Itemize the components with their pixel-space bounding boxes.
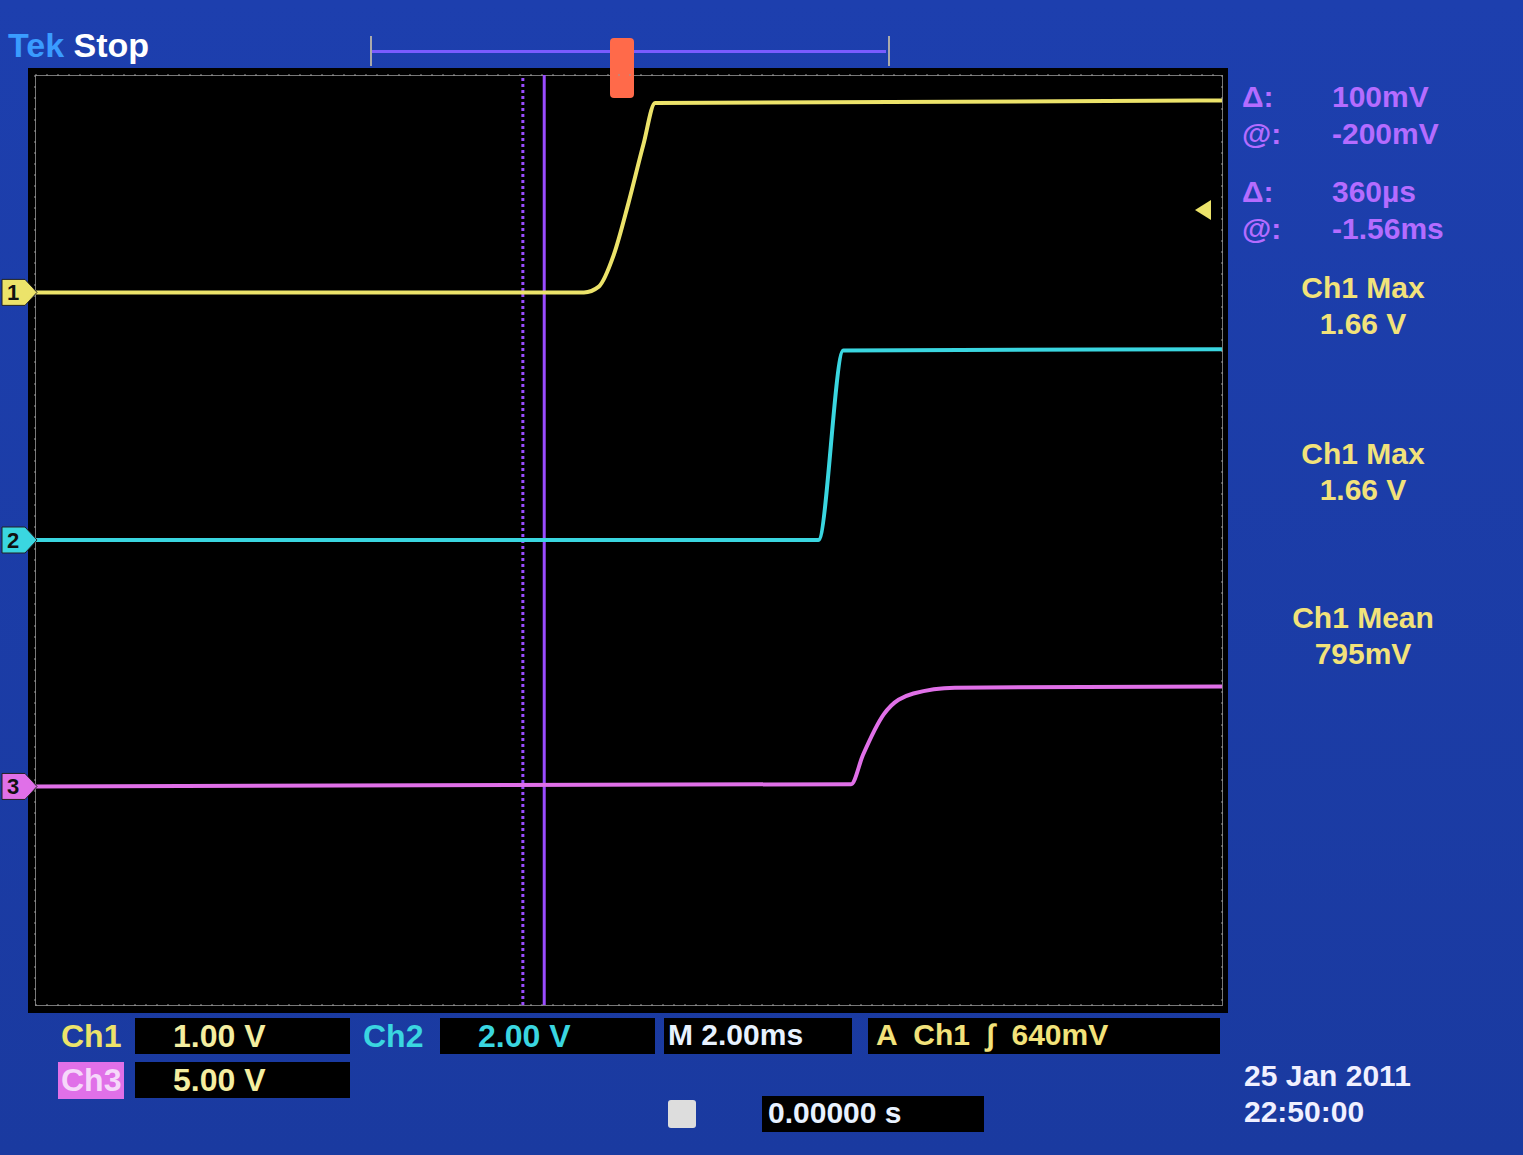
html-text:Δ:: Δ: <box>1242 175 1274 208</box>
html-text:2.00 V: 2.00 V <box>478 1018 571 1054</box>
html-text:-1.56ms: -1.56ms <box>1332 212 1444 245</box>
html-text:795mV: 795mV <box>1314 637 1412 670</box>
html-text:Ch1 Max: Ch1 Max <box>1301 271 1425 304</box>
html-text:Ch1: Ch1 <box>61 1018 122 1054</box>
svg-text:1: 1 <box>7 280 19 305</box>
html-text:Tek Stop: Tek Stop <box>8 26 150 64</box>
html-text:A Ch1 ∫ 640mV: A Ch1 ∫ 640mV <box>876 1018 1109 1051</box>
html-text:1.00 V: 1.00 V <box>173 1018 266 1054</box>
html-text:1.66 V: 1.66 V <box>1319 307 1407 340</box>
html-text:5.00 V: 5.00 V <box>173 1062 266 1098</box>
html-text:Ch3: Ch3 <box>61 1062 122 1098</box>
html-text:Ch1 Mean: Ch1 Mean <box>1292 601 1434 634</box>
html-text:0.00000 s: 0.00000 s <box>768 1096 902 1129</box>
html-text:M 2.00ms: M 2.00ms <box>668 1018 804 1051</box>
html-text:360µs: 360µs <box>1332 175 1416 208</box>
svg-text:3: 3 <box>7 774 19 799</box>
html-text:100mV: 100mV <box>1332 80 1429 113</box>
html-text:Ch2: Ch2 <box>363 1018 424 1054</box>
html-text:-200mV: -200mV <box>1332 117 1439 150</box>
html-text:25 Jan 2011: 25 Jan 2011 <box>1244 1059 1411 1092</box>
html-text:Ch1 Max: Ch1 Max <box>1301 437 1425 470</box>
html-text:1.66 V: 1.66 V <box>1319 473 1407 506</box>
html-text:22:50:00: 22:50:00 <box>1244 1095 1365 1128</box>
html-text:Δ:: Δ: <box>1242 80 1274 113</box>
svg-text:2: 2 <box>7 528 19 553</box>
